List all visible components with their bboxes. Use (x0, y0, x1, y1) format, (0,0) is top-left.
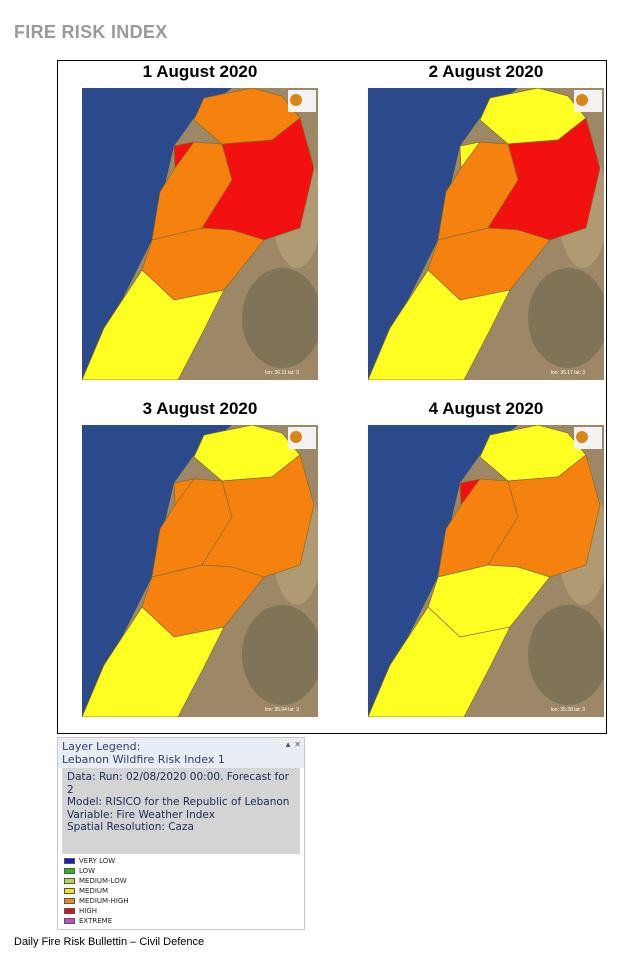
region (487, 117, 601, 241)
sea (82, 88, 232, 380)
legend-label: MEDIUM-HIGH (79, 897, 129, 905)
sea (368, 425, 518, 717)
legend-detail: Model: RISICO for the Republic of Lebano… (67, 796, 290, 808)
legend-class: MEDIUM-HIGH (64, 896, 129, 906)
map-date: 3 August 2020 (142, 399, 258, 418)
map: lon: 36.17 lat: 3 (368, 88, 604, 380)
legend-swatch (64, 858, 75, 864)
legend-class: MEDIUM (64, 886, 129, 896)
legend-buttons[interactable]: ▲ ✕ (284, 740, 301, 749)
legend-detail: Variable: Fire Weather Index (67, 808, 215, 821)
logo-mark (576, 94, 588, 106)
region (201, 117, 315, 241)
map-coords: lon: 36.11 lat: 3 (265, 370, 299, 376)
legend-label: MEDIUM-LOW (79, 877, 127, 885)
map-date: 1 August 2020 (142, 62, 258, 81)
terrain (242, 268, 318, 368)
map-date: 2 August 2020 (428, 62, 544, 81)
legend-class: EXTREME (64, 916, 129, 926)
map-coords: lon: 36.17 lat: 3 (551, 370, 585, 376)
logo-mark (290, 94, 302, 106)
map: lon: 35.38 lat: 3 (368, 425, 604, 717)
terrain (528, 268, 604, 368)
legend-detail: Spatial Resolution: Caza (67, 821, 194, 833)
map-coords: lon: 35.38 lat: 3 (551, 707, 585, 713)
legend-label: HIGH (79, 907, 98, 915)
legend-class: LOW (64, 866, 129, 876)
legend-details: Data: Run: 02/08/2020 00:00. Forecast fo… (62, 768, 300, 854)
legend-swatch (64, 898, 75, 904)
logo-mark (576, 431, 588, 443)
maps-frame (57, 60, 607, 734)
map-coords: lon: 35.94 lat: 3 (265, 707, 299, 713)
legend-label: MEDIUM (79, 887, 109, 895)
legend-swatch (64, 908, 75, 914)
layer-legend: Layer Legend: Lebanon Wildfire Risk Inde… (57, 737, 305, 930)
page-title: FIRE RISK INDEX (14, 22, 168, 42)
legend-class: HIGH (64, 906, 129, 916)
map-date: 4 August 2020 (428, 399, 544, 418)
legend-swatch (64, 878, 75, 884)
terrain (242, 605, 318, 705)
legend-label: EXTREME (79, 917, 113, 925)
legend-title: Layer Legend: (62, 740, 141, 753)
region (368, 606, 511, 717)
footer: Daily Fire Risk Bullettin – Civil Defenc… (14, 936, 205, 948)
region (82, 269, 225, 380)
logo-mark (290, 431, 302, 443)
legend-swatch (64, 888, 75, 894)
legend-detail: Data: Run: 02/08/2020 00:00. Forecast fo… (67, 771, 289, 796)
map: lon: 36.11 lat: 3 (82, 88, 318, 380)
sea (82, 425, 232, 717)
region (82, 606, 225, 717)
legend-layer: Lebanon Wildfire Risk Index 1 (62, 753, 225, 766)
region (201, 454, 315, 578)
region (487, 454, 601, 578)
region (368, 269, 511, 380)
legend-class: MEDIUM-LOW (64, 876, 129, 886)
legend-classes: VERY LOW LOW MEDIUM-LOW MEDIUM MEDIUM-HIGH HI… (64, 856, 129, 926)
legend-label: LOW (79, 867, 96, 875)
map: lon: 35.94 lat: 3 (82, 425, 318, 717)
legend-header: Layer Legend: Lebanon Wildfire Risk Inde… (58, 738, 304, 768)
legend-swatch (64, 918, 75, 924)
legend-class: VERY LOW (64, 856, 129, 866)
legend-label: VERY LOW (79, 857, 116, 865)
terrain (528, 605, 604, 705)
legend-swatch (64, 868, 75, 874)
sea (368, 88, 518, 380)
